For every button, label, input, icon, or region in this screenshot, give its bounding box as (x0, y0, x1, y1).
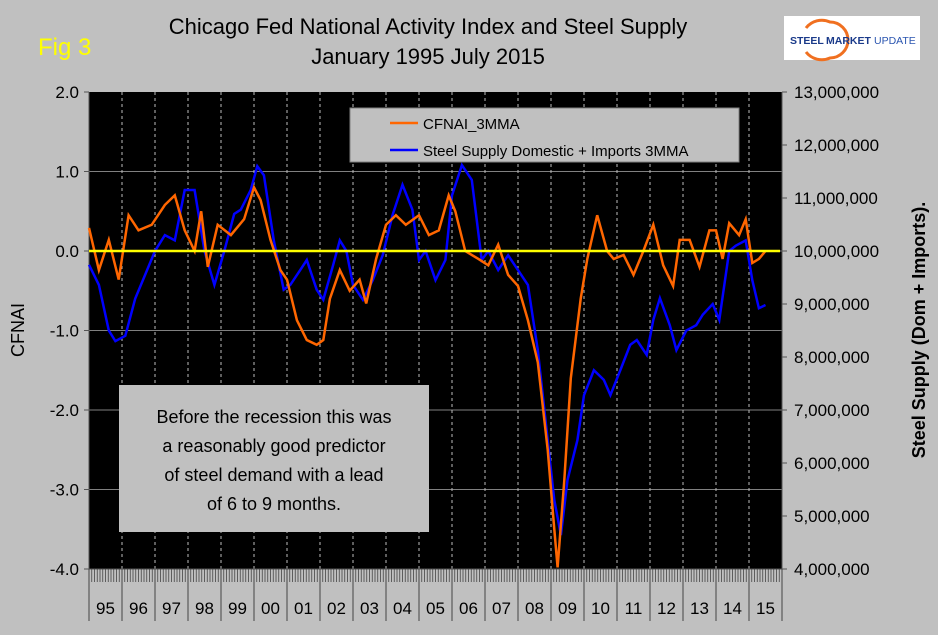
right-tick-label: 4,000,000 (794, 560, 870, 579)
x-tick-label: 15 (756, 599, 775, 618)
legend-label-steel: Steel Supply Domestic + Imports 3MMA (423, 143, 689, 160)
annotation-line: of 6 to 9 months. (207, 494, 341, 514)
right-tick-label: 10,000,000 (794, 242, 879, 261)
x-tick-label: 00 (261, 599, 280, 618)
x-tick-label: 06 (459, 599, 478, 618)
x-tick-label: 08 (525, 599, 544, 618)
right-tick-label: 7,000,000 (794, 401, 870, 420)
x-tick-label: 10 (591, 599, 610, 618)
x-tick-label: 07 (492, 599, 511, 618)
fig-label: Fig 3 (38, 34, 91, 61)
x-tick-label: 12 (657, 599, 676, 618)
x-tick-label: 13 (690, 599, 709, 618)
x-tick-label: 95 (96, 599, 115, 618)
x-tick-label: 03 (360, 599, 379, 618)
x-tick-label: 99 (228, 599, 247, 618)
svg-text:MARKET: MARKET (826, 35, 871, 47)
x-tick-label: 09 (558, 599, 577, 618)
svg-text:STEEL: STEEL (790, 35, 824, 47)
left-tick-label: 2.0 (55, 83, 79, 102)
logo: STEEL MARKET UPDATE (784, 16, 920, 62)
x-tick-label: 05 (426, 599, 445, 618)
annotation-box: Before the recession this was a reasonab… (119, 385, 429, 532)
chart-subtitle: January 1995 July 2015 (311, 44, 545, 69)
x-tick-label: 97 (162, 599, 181, 618)
y-axis-label-left: CFNAI (8, 303, 28, 357)
left-tick-label: 1.0 (55, 163, 79, 182)
chart-title: Chicago Fed National Activity Index and … (169, 14, 688, 39)
x-tick-label: 11 (625, 599, 643, 618)
right-tick-label: 9,000,000 (794, 295, 870, 314)
left-tick-label: 0.0 (55, 242, 79, 261)
series-line-cfnai (87, 184, 767, 568)
annotation-line: a reasonably good predictor (162, 436, 385, 456)
left-tick-label: -4.0 (50, 560, 79, 579)
right-tick-label: 5,000,000 (794, 507, 870, 526)
left-tick-label: -2.0 (50, 401, 79, 420)
x-tick-label: 14 (723, 599, 742, 618)
annotation-line: Before the recession this was (156, 407, 391, 427)
legend: CFNAI_3MMA Steel Supply Domestic + Impor… (349, 107, 740, 163)
x-tick-label: 96 (129, 599, 148, 618)
right-tick-label: 8,000,000 (794, 348, 870, 367)
right-tick-label: 6,000,000 (794, 454, 870, 473)
right-tick-label: 11,000,000 (794, 189, 878, 208)
svg-text:UPDATE: UPDATE (874, 35, 916, 47)
y-axis-label-right: Steel Supply (Dom + Imports). (909, 202, 929, 459)
x-tick-label: 04 (393, 599, 412, 618)
right-tick-label: 13,000,000 (794, 83, 879, 102)
left-tick-label: -1.0 (50, 322, 79, 341)
left-tick-label: -3.0 (50, 481, 79, 500)
x-tick-label: 98 (195, 599, 214, 618)
x-tick-label: 01 (294, 599, 313, 618)
legend-label-cfnai: CFNAI_3MMA (423, 116, 520, 133)
annotation-line: of steel demand with a lead (164, 465, 383, 485)
series-line-steel-supply (87, 162, 767, 536)
right-tick-label: 12,000,000 (794, 136, 879, 155)
x-tick-label: 02 (327, 599, 346, 618)
